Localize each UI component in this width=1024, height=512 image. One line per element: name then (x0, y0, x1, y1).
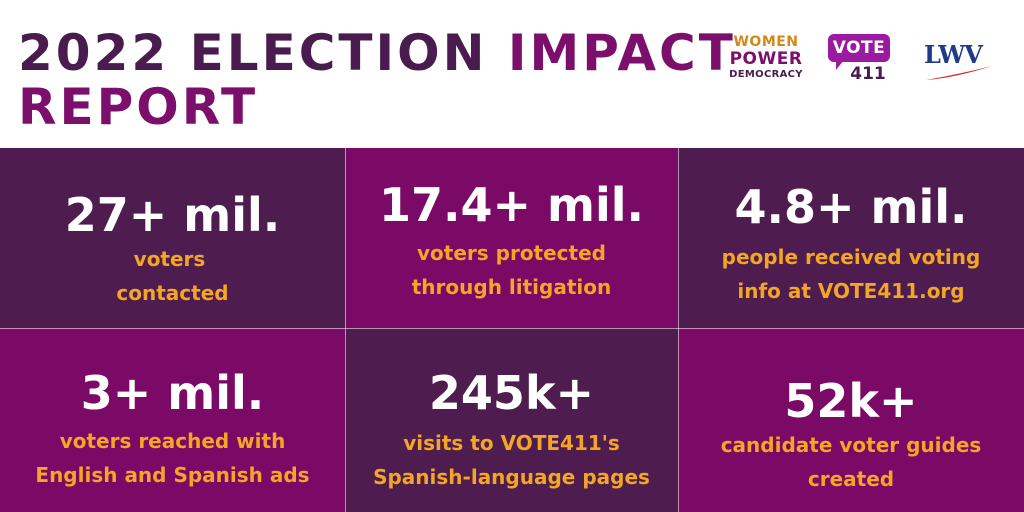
vote411-bubble: VOTE (828, 34, 890, 62)
stat-label-line1: visits to VOTE411's (403, 431, 620, 455)
lwv-text: LWV (924, 40, 983, 69)
stat-label-line2: through litigation (411, 275, 612, 299)
stat-label-line2: contacted (116, 281, 229, 305)
lwv-logo: LWV (924, 40, 994, 90)
grid-divider-horizontal (0, 328, 1024, 329)
stat-label-line1: voters protected (417, 241, 606, 265)
vote411-logo: VOTE 411 (828, 34, 894, 86)
vote411-bubble-tail (836, 60, 848, 70)
stats-grid: 27+ mil. voters contacted 17.4+ mil. vot… (0, 148, 1024, 512)
partner-logos: WOMEN POWER DEMOCRACY VOTE 411 LWV (716, 34, 1006, 94)
stat-label-line2: info at VOTE411.org (737, 279, 965, 303)
stat-value: 52k+ (784, 374, 918, 428)
stat-value: 245k+ (428, 366, 595, 420)
stat-value: 4.8+ mil. (734, 180, 968, 234)
stat-value: 27+ mil. (64, 188, 281, 242)
wpd-line2: POWER (729, 49, 803, 69)
stat-label-line1: candidate voter guides (720, 433, 982, 457)
stat-label-line1: voters reached with (59, 429, 286, 453)
title-line2: REPORT (18, 78, 259, 136)
title-part1: 2022 ELECTION (18, 24, 508, 82)
header: 2022 ELECTION IMPACT REPORT WOMEN POWER … (0, 0, 1024, 148)
stat-label-line2: English and Spanish ads (35, 463, 310, 487)
stat-label-line1: people received voting (721, 245, 981, 269)
stat-value: 3+ mil. (80, 366, 265, 420)
grid-divider-vertical-2 (678, 148, 679, 512)
stat-label-line1: voters (133, 247, 206, 271)
stat-card-voters-contacted: 27+ mil. voters contacted (0, 148, 345, 328)
stat-card-ads: 3+ mil. voters reached with English and … (0, 328, 345, 512)
lwv-swoosh-icon (926, 66, 992, 80)
stat-card-voting-info: 4.8+ mil. people received voting info at… (678, 148, 1024, 328)
stat-value: 17.4+ mil. (379, 178, 644, 232)
wpd-line1: WOMEN (733, 34, 799, 50)
wpd-line3: DEMOCRACY (729, 69, 803, 80)
page-title: 2022 ELECTION IMPACT REPORT (18, 26, 736, 134)
women-power-democracy-logo: WOMEN POWER DEMOCRACY (716, 34, 816, 94)
stat-label-line2: Spanish-language pages (373, 465, 650, 489)
title-accent: IMPACT (507, 24, 736, 82)
stat-label-line2: created (807, 467, 895, 491)
stat-card-voter-guides: 52k+ candidate voter guides created (678, 328, 1024, 512)
vote411-number: 411 (850, 64, 886, 84)
grid-divider-vertical-1 (345, 148, 346, 512)
stat-card-spanish-pages: 245k+ visits to VOTE411's Spanish-langua… (345, 328, 678, 512)
stat-card-litigation: 17.4+ mil. voters protected through liti… (345, 148, 678, 328)
